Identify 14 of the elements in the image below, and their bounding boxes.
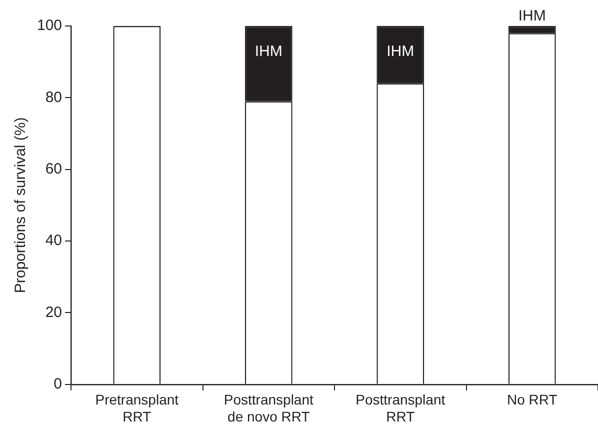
x-tick-label: No RRT <box>506 392 558 408</box>
y-tick-label: 100 <box>36 17 62 34</box>
x-tick-label: Posttransplant de novo RRT <box>224 392 314 424</box>
x-tick-label: Posttransplant RRT <box>356 392 446 424</box>
x-tick-label: Pretransplant RRT <box>95 392 179 424</box>
y-tick-label: 80 <box>45 88 62 106</box>
y-tick-label: 40 <box>45 232 62 250</box>
series-label: IHM <box>518 8 546 25</box>
y-tick-label: 0 <box>54 376 62 393</box>
text: IHM <box>254 43 282 60</box>
y-tick-label: 60 <box>45 160 62 178</box>
y-tick-label: 20 <box>45 304 62 321</box>
y-axis-title: Proportions of survival (%) <box>12 117 30 294</box>
text: IHM <box>386 43 414 60</box>
